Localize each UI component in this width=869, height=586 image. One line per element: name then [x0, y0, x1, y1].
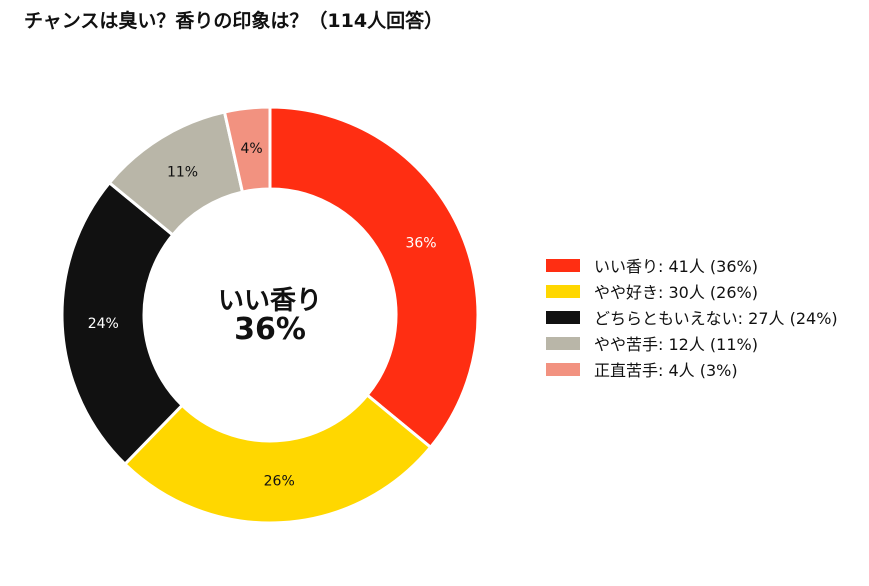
chart-title: チャンスは臭い？香りの印象は？（114人回答）: [24, 10, 444, 32]
legend-label: いい香り: 41人 (36%): [594, 257, 758, 276]
slice-data-label: 24%: [88, 316, 119, 332]
legend-label: どちらともいえない: 27人 (24%): [594, 309, 838, 328]
slice-data-label: 11%: [167, 165, 198, 181]
legend-item: どちらともいえない: 27人 (24%): [546, 304, 838, 330]
legend-item: いい香り: 41人 (36%): [546, 252, 838, 278]
legend-swatch: [546, 362, 580, 376]
legend-swatch: [546, 258, 580, 272]
legend-label: やや好き: 30人 (26%): [594, 283, 758, 302]
center-label: いい香り: [217, 286, 322, 316]
slice-data-label: 26%: [264, 474, 295, 490]
slice-data-label: 36%: [405, 236, 436, 252]
slice-data-label: 4%: [241, 141, 263, 157]
center-value: 36%: [234, 312, 306, 347]
legend: いい香り: 41人 (36%) やや好き: 30人 (26%) どちらともいえな…: [546, 252, 838, 382]
legend-label: 正直苦手: 4人 (3%): [594, 361, 738, 380]
legend-swatch: [546, 284, 580, 298]
donut-slice: [222, 105, 272, 194]
donut-slice: [268, 105, 480, 450]
donut-slice: [60, 180, 185, 467]
legend-swatch: [546, 336, 580, 350]
legend-item: 正直苦手: 4人 (3%): [546, 356, 838, 382]
legend-item: やや苦手: 12人 (11%): [546, 330, 838, 356]
legend-label: やや苦手: 12人 (11%): [594, 335, 758, 354]
legend-swatch: [546, 310, 580, 324]
donut-slice: [122, 392, 433, 525]
legend-item: やや好き: 30人 (26%): [546, 278, 838, 304]
